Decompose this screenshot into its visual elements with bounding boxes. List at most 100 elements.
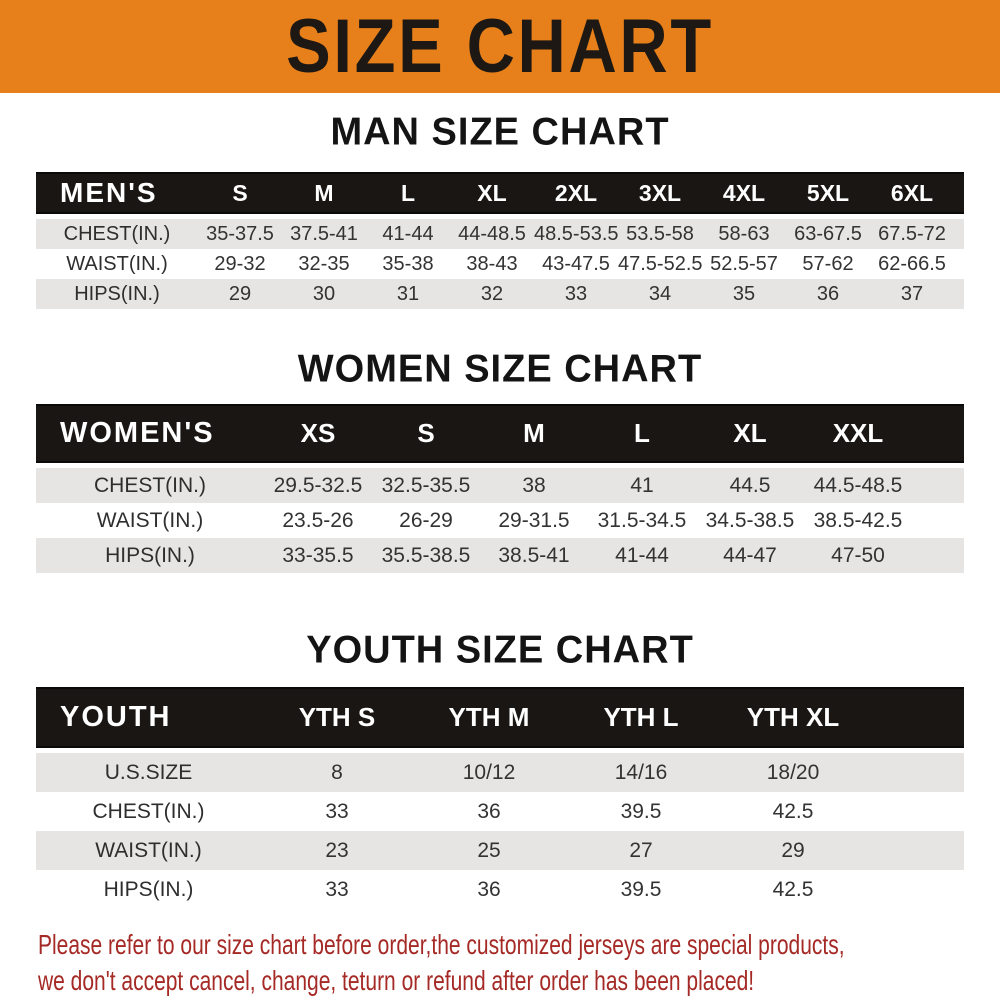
size-column-header: 4XL [702, 172, 786, 214]
size-value-cell: 35-37.5 [198, 219, 282, 249]
size-value-cell: 33-35.5 [264, 538, 372, 573]
size-value-cell: 42.5 [717, 870, 869, 909]
youth-section-title: YOUTH SIZE CHART [306, 628, 694, 672]
size-value-cell: 63-67.5 [786, 219, 870, 249]
table-row: CHEST(IN.) 33 36 39.5 42.5 [36, 792, 964, 831]
size-value-cell: 33 [261, 870, 413, 909]
size-value-cell: 32-35 [282, 249, 366, 279]
page-title: SIZE CHART [286, 4, 714, 89]
row-spacer [954, 219, 964, 249]
size-column-header: YTH M [413, 687, 565, 748]
table-corner-label: WOMEN'S [36, 404, 264, 463]
row-label: WAIST(IN.) [36, 831, 261, 870]
size-value-cell: 27 [565, 831, 717, 870]
size-value-cell: 43-47.5 [534, 249, 618, 279]
row-label: CHEST(IN.) [36, 792, 261, 831]
size-value-cell: 67.5-72 [870, 219, 954, 249]
size-column-header: YTH S [261, 687, 413, 748]
size-value-cell: 32.5-35.5 [372, 468, 480, 503]
size-value-cell: 39.5 [565, 792, 717, 831]
table-row: WAIST(IN.) 23 25 27 29 [36, 831, 964, 870]
size-value-cell: 44-47 [696, 538, 804, 573]
size-column-header: M [480, 404, 588, 463]
size-value-cell: 42.5 [717, 792, 869, 831]
header-spacer [912, 404, 964, 463]
women-size-table-wrap: WOMEN'S XS S M L XL XXL CHEST(IN.) 29.5-32.5 32.5… [36, 404, 964, 573]
size-value-cell: 41-44 [366, 219, 450, 249]
size-value-cell: 29-32 [198, 249, 282, 279]
size-column-header: YTH XL [717, 687, 869, 748]
youth-size-table-wrap: YOUTH YTH S YTH M YTH L YTH XL U.S.SIZE 8 10/12… [36, 687, 964, 909]
size-column-header: S [372, 404, 480, 463]
size-value-cell: 47-50 [804, 538, 912, 573]
size-value-cell: 36 [413, 792, 565, 831]
size-value-cell: 31.5-34.5 [588, 503, 696, 538]
size-column-header: XL [696, 404, 804, 463]
women-section-title: WOMEN SIZE CHART [297, 347, 703, 391]
size-value-cell: 10/12 [413, 753, 565, 792]
table-row: HIPS(IN.) 33 36 39.5 42.5 [36, 870, 964, 909]
size-value-cell: 48.5-53.5 [534, 219, 619, 249]
size-value-cell: 33 [534, 279, 618, 309]
size-value-cell: 52.5-57 [702, 249, 786, 279]
table-row: WAIST(IN.) 29-32 32-35 35-38 38-43 43-47.5 47.… [36, 249, 964, 279]
size-value-cell: 38.5-42.5 [804, 503, 912, 538]
size-column-header: 5XL [786, 172, 870, 214]
size-value-cell: 41-44 [588, 538, 696, 573]
size-value-cell: 53.5-58 [618, 219, 702, 249]
women-size-section: WOMEN SIZE CHART WOMEN'S XS S M L XL XXL CHEST(… [0, 345, 1000, 573]
size-value-cell: 36 [786, 279, 870, 309]
header-gap-row [36, 213, 964, 219]
size-column-header: L [366, 172, 450, 214]
row-spacer [912, 538, 964, 573]
row-label: WAIST(IN.) [36, 503, 264, 538]
table-row: WAIST(IN.) 23.5-26 26-29 29-31.5 31.5-34.5 34… [36, 503, 964, 538]
man-size-table-wrap: MEN'S S M L XL 2XL 3XL 4XL 5XL 6XL CHEST(IN.) 35-37… [36, 172, 964, 309]
size-value-cell: 58-63 [702, 219, 786, 249]
size-column-header: XL [450, 172, 534, 214]
size-value-cell: 33 [261, 792, 413, 831]
size-value-cell: 18/20 [717, 753, 869, 792]
size-value-cell: 26-29 [372, 503, 480, 538]
size-value-cell: 35.5-38.5 [372, 538, 480, 573]
size-value-cell: 36 [413, 870, 565, 909]
table-row: CHEST(IN.) 29.5-32.5 32.5-35.5 38 41 44.5 44.5… [36, 468, 964, 503]
youth-size-section: YOUTH SIZE CHART YOUTH YTH S YTH M YTH L YTH… [0, 626, 1000, 909]
size-column-header: YTH L [565, 687, 717, 748]
row-spacer [912, 503, 964, 538]
size-column-header: 2XL [534, 172, 618, 214]
size-column-header: L [588, 404, 696, 463]
size-value-cell: 23 [261, 831, 413, 870]
charts-container: MAN SIZE CHART MEN'S S M L XL 2XL 3XL 4XL 5XL 6XL… [0, 108, 1000, 909]
row-label: U.S.SIZE [36, 753, 261, 792]
table-row: HIPS(IN.) 29 30 31 32 33 34 35 36 37 [36, 279, 964, 309]
row-label: HIPS(IN.) [36, 279, 198, 309]
size-value-cell: 31 [366, 279, 450, 309]
size-value-cell: 44.5-48.5 [804, 468, 912, 503]
row-spacer [912, 468, 964, 503]
size-value-cell: 14/16 [565, 753, 717, 792]
size-column-header: XXL [804, 404, 912, 463]
disclaimer: Please refer to our size chart before or… [38, 927, 1000, 999]
row-label: CHEST(IN.) [36, 468, 264, 503]
table-header-row: WOMEN'S XS S M L XL XXL [36, 404, 964, 463]
header-gap-row [36, 462, 964, 468]
size-column-header: S [198, 172, 282, 214]
row-spacer [869, 753, 964, 792]
banner: SIZE CHART [0, 0, 1000, 93]
row-spacer [954, 279, 964, 309]
size-value-cell: 38-43 [450, 249, 534, 279]
table-header-row: MEN'S S M L XL 2XL 3XL 4XL 5XL 6XL [36, 172, 964, 214]
size-value-cell: 35 [702, 279, 786, 309]
size-column-header: 6XL [870, 172, 954, 214]
row-label: HIPS(IN.) [36, 538, 264, 573]
size-value-cell: 38 [480, 468, 588, 503]
size-value-cell: 38.5-41 [480, 538, 588, 573]
women-size-table: WOMEN'S XS S M L XL XXL CHEST(IN.) 29.5-32.5 32.5… [36, 404, 964, 573]
size-value-cell: 37.5-41 [282, 219, 366, 249]
size-value-cell: 29 [717, 831, 869, 870]
size-value-cell: 39.5 [565, 870, 717, 909]
table-header-row: YOUTH YTH S YTH M YTH L YTH XL [36, 687, 964, 748]
size-value-cell: 62-66.5 [870, 249, 954, 279]
